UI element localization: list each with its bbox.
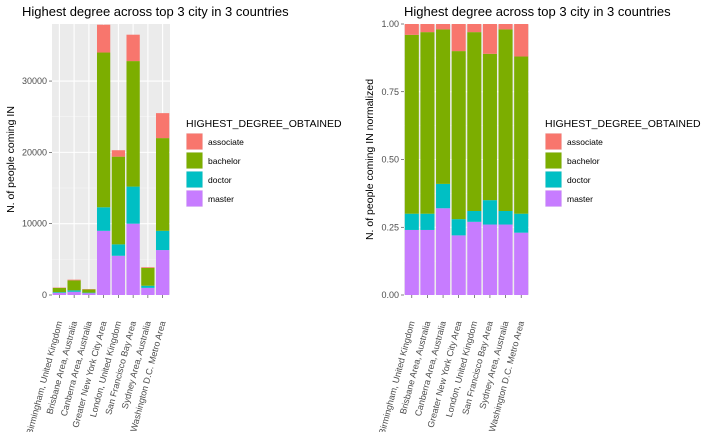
y-axis-title: N. of people coming IN normalized xyxy=(364,79,376,240)
y-tick-label: 30000 xyxy=(22,76,47,86)
bar-bachelor xyxy=(141,267,155,286)
y-tick-label: 0.25 xyxy=(381,222,399,232)
legend-key-associate xyxy=(186,133,203,150)
bar-bachelor xyxy=(155,138,170,231)
bar-doctor xyxy=(126,186,140,224)
legend-label-associate: associate xyxy=(567,137,603,147)
legend-title: HIGHEST_DEGREE_OBTAINED xyxy=(186,118,342,130)
bar-master xyxy=(126,223,140,295)
bar-doctor xyxy=(404,213,419,230)
bar-master xyxy=(52,292,67,295)
legend-label-doctor: doctor xyxy=(208,175,232,185)
y-tick-label: 0.00 xyxy=(381,290,399,300)
legend-label-master: master xyxy=(208,194,234,204)
bar-associate xyxy=(126,34,140,62)
legend-key-master xyxy=(186,190,203,207)
y-tick-label: 0.75 xyxy=(381,87,399,97)
bar-master xyxy=(141,287,155,295)
bar-master xyxy=(420,229,435,295)
bar-doctor xyxy=(67,290,81,292)
bar-doctor xyxy=(451,219,466,236)
bar-bachelor xyxy=(436,29,451,184)
legend-label-associate: associate xyxy=(208,137,244,147)
bar-bachelor xyxy=(514,56,529,214)
bar-bachelor xyxy=(67,280,81,291)
bar-master xyxy=(82,293,96,295)
bar-master xyxy=(451,235,466,295)
bar-doctor xyxy=(436,183,451,209)
bar-associate xyxy=(482,24,497,54)
bar-doctor xyxy=(467,210,482,222)
bar-doctor xyxy=(111,244,126,256)
legend-label-doctor: doctor xyxy=(567,175,591,185)
bar-master xyxy=(111,255,126,295)
bar-associate xyxy=(155,113,170,139)
bar-bachelor xyxy=(498,29,513,211)
bar-bachelor xyxy=(111,156,126,245)
bar-associate xyxy=(67,279,81,281)
legend-key-bachelor xyxy=(545,152,562,169)
bar-doctor xyxy=(514,213,529,233)
bar-doctor xyxy=(96,207,111,231)
y-tick-label: 0.50 xyxy=(381,155,399,165)
legend-key-master xyxy=(545,190,562,207)
legend-label-master: master xyxy=(567,194,593,204)
legend-label-bachelor: bachelor xyxy=(208,156,241,166)
y-axis-title: N. of people coming IN xyxy=(5,106,17,213)
bar-associate xyxy=(420,24,435,33)
bar-associate xyxy=(436,24,451,30)
y-tick-label: 0 xyxy=(42,290,47,300)
legend-label-bachelor: bachelor xyxy=(567,156,600,166)
chart-title: Highest degree across top 3 city in 3 co… xyxy=(22,4,289,19)
bar-bachelor xyxy=(82,289,96,293)
bar-associate xyxy=(514,24,529,57)
bar-associate xyxy=(141,267,155,268)
bar-bachelor xyxy=(451,51,466,220)
bar-master xyxy=(514,232,529,295)
bar-master xyxy=(467,221,482,295)
bar-doctor xyxy=(498,210,513,225)
bar-master xyxy=(67,291,81,295)
bar-associate xyxy=(96,24,111,53)
bar-bachelor xyxy=(126,61,140,187)
legend-key-doctor xyxy=(186,171,203,188)
bar-associate xyxy=(111,150,126,157)
panel-background xyxy=(52,24,170,295)
bar-associate xyxy=(451,24,466,52)
bar-bachelor xyxy=(96,52,111,208)
bar-bachelor xyxy=(420,32,435,214)
bar-master xyxy=(436,208,451,295)
bar-doctor xyxy=(82,292,96,294)
bar-master xyxy=(155,250,170,295)
bar-master xyxy=(404,229,419,295)
legend-key-doctor xyxy=(545,171,562,188)
y-tick-label: 20000 xyxy=(22,147,47,157)
bar-doctor xyxy=(52,292,67,293)
chart-title: Highest degree across top 3 city in 3 co… xyxy=(404,4,671,19)
bar-associate xyxy=(467,24,482,33)
legend-title: HIGHEST_DEGREE_OBTAINED xyxy=(545,118,701,130)
y-tick-label: 1.00 xyxy=(381,19,399,29)
legend-key-bachelor xyxy=(186,152,203,169)
bar-associate xyxy=(404,24,419,35)
bar-master xyxy=(498,224,513,295)
bar-doctor xyxy=(155,230,170,251)
bar-doctor xyxy=(420,213,435,230)
bar-doctor xyxy=(482,200,497,225)
bar-bachelor xyxy=(482,53,497,201)
bar-associate xyxy=(498,24,513,30)
bar-master xyxy=(482,224,497,295)
bar-bachelor xyxy=(404,34,419,214)
bar-doctor xyxy=(141,285,155,288)
legend-key-associate xyxy=(545,133,562,150)
bar-master xyxy=(96,230,111,295)
bar-bachelor xyxy=(52,287,67,293)
bar-bachelor xyxy=(467,32,482,211)
y-tick-label: 10000 xyxy=(22,219,47,229)
